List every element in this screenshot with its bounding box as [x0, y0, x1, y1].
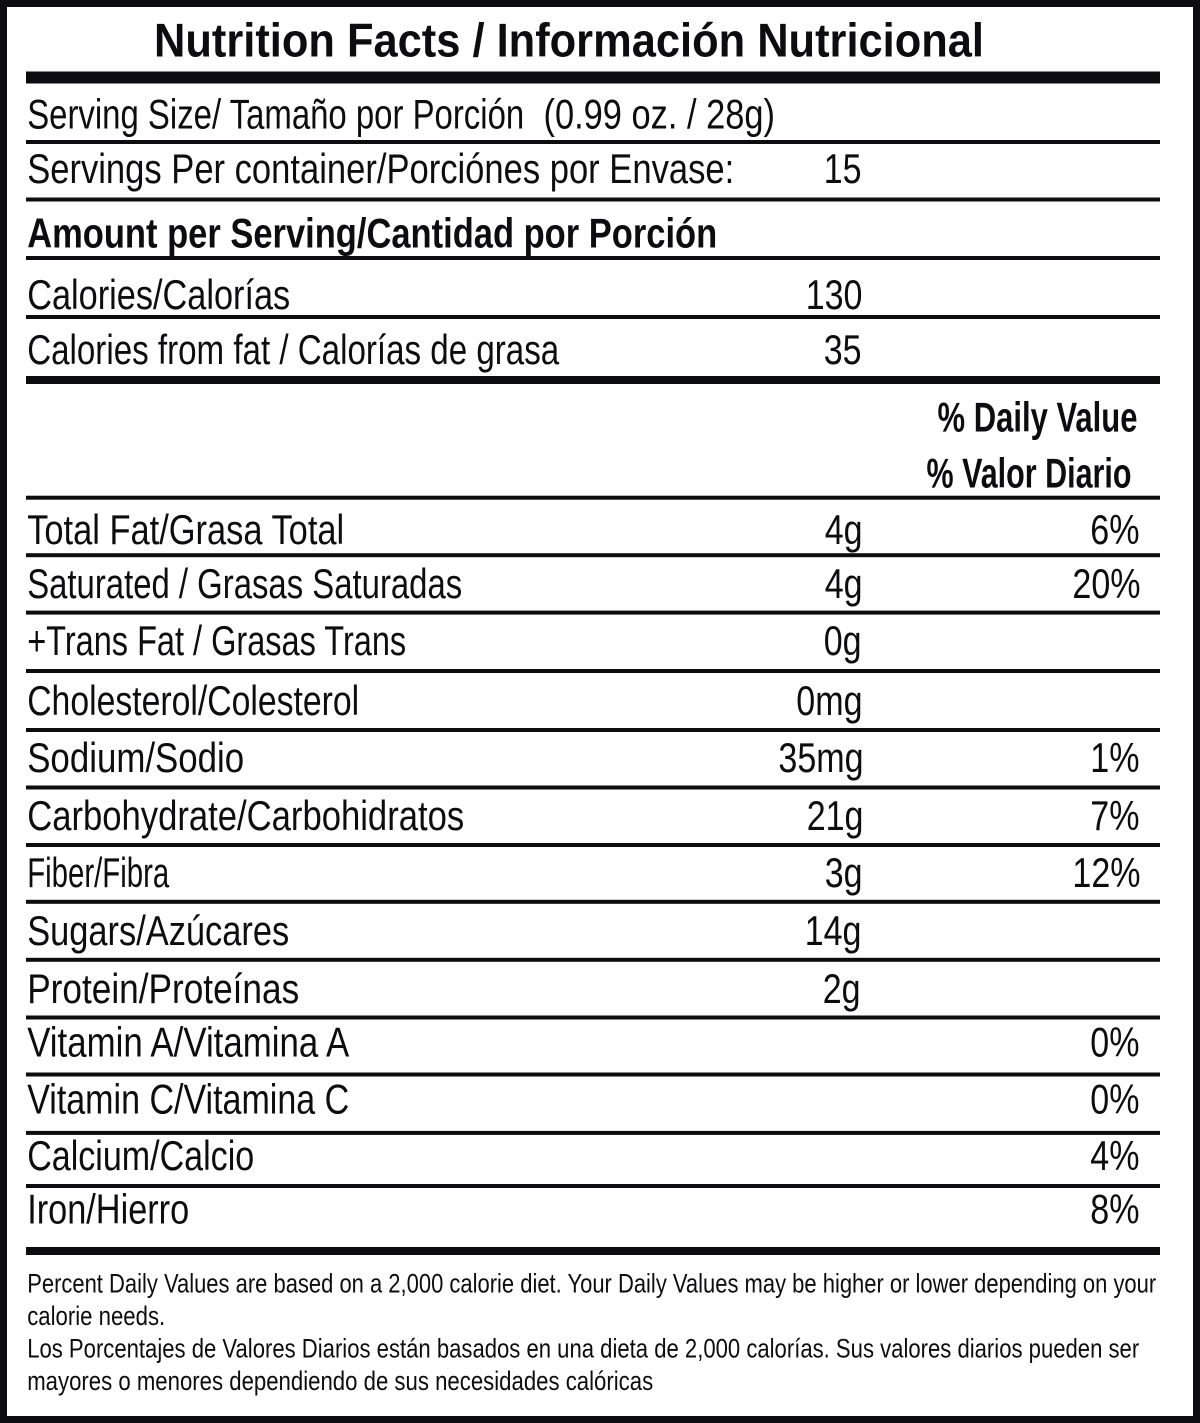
svg-text:calorie needs.: calorie needs.: [27, 1301, 165, 1331]
svg-text:4g: 4g: [825, 560, 863, 607]
svg-text:Calories/Calorías: Calories/Calorías: [27, 271, 290, 318]
svg-text:0mg: 0mg: [796, 677, 862, 724]
svg-text:Servings Per container/Porción: Servings Per container/Porciónes por Env…: [27, 145, 734, 192]
svg-text:Sugars/Azúcares: Sugars/Azúcares: [27, 907, 289, 954]
svg-text:Sodium/Sodio: Sodium/Sodio: [27, 734, 244, 781]
svg-text:Los Porcentajes de Valores Dia: Los Porcentajes de Valores Diarios están…: [27, 1334, 1139, 1364]
svg-text:Calcium/Calcio: Calcium/Calcio: [27, 1132, 254, 1179]
svg-text:12%: 12%: [1072, 849, 1140, 896]
svg-text:6%: 6%: [1090, 506, 1139, 553]
svg-text:130: 130: [806, 271, 863, 318]
svg-text:1%: 1%: [1090, 734, 1139, 781]
svg-text:4%: 4%: [1090, 1132, 1139, 1179]
svg-text:21g: 21g: [807, 792, 864, 839]
svg-text:Amount per Serving/Cantidad po: Amount per Serving/Cantidad por Porción: [27, 210, 717, 257]
svg-text:Protein/Proteínas: Protein/Proteínas: [27, 965, 299, 1012]
svg-text:Vitamin C/Vitamina C: Vitamin C/Vitamina C: [27, 1075, 349, 1122]
svg-text:4g: 4g: [825, 506, 863, 553]
svg-text:Carbohydrate/Carbohidratos: Carbohydrate/Carbohidratos: [27, 792, 464, 839]
svg-text:% Daily Value: % Daily Value: [938, 393, 1138, 440]
svg-text:Fiber/Fibra: Fiber/Fibra: [27, 849, 169, 896]
svg-text:Saturated / Grasas Saturadas: Saturated / Grasas Saturadas: [27, 560, 462, 607]
svg-text:Calories from fat / Calorías d: Calories from fat / Calorías de grasa: [27, 326, 560, 373]
svg-text:0%: 0%: [1090, 1075, 1139, 1122]
svg-text:% Valor Diario: % Valor Diario: [927, 450, 1132, 497]
svg-text:mayores o menores dependiendo: mayores o menores dependiendo de sus nec…: [27, 1366, 653, 1396]
svg-text:Serving Size/ Tamaño por Porci: Serving Size/ Tamaño por Porción: [27, 91, 524, 138]
svg-text:0%: 0%: [1090, 1019, 1139, 1066]
svg-text:7%: 7%: [1090, 792, 1139, 839]
svg-text:3g: 3g: [825, 849, 863, 896]
svg-text:0g: 0g: [824, 617, 862, 664]
svg-text:Cholesterol/Colesterol: Cholesterol/Colesterol: [27, 677, 359, 724]
svg-text:Vitamin A/Vitamina A: Vitamin A/Vitamina A: [27, 1019, 349, 1066]
svg-text:Nutrition Facts / Información: Nutrition Facts / Información Nutriciona…: [154, 14, 984, 67]
svg-text:35: 35: [824, 326, 862, 373]
svg-text:15: 15: [824, 145, 862, 192]
svg-text:Percent Daily Values are based: Percent Daily Values are based on a 2,00…: [27, 1269, 1156, 1299]
svg-text:(0.99 oz. / 28g): (0.99 oz. / 28g): [544, 91, 776, 138]
svg-text:2g: 2g: [823, 965, 861, 1012]
svg-text:8%: 8%: [1090, 1185, 1139, 1232]
svg-text:14g: 14g: [805, 907, 862, 954]
svg-text:+Trans Fat / Grasas Trans: +Trans Fat / Grasas Trans: [27, 617, 406, 664]
svg-text:Iron/Hierro: Iron/Hierro: [27, 1185, 189, 1232]
svg-text:Total Fat/Grasa Total: Total Fat/Grasa Total: [27, 506, 344, 553]
svg-text:20%: 20%: [1072, 560, 1140, 607]
svg-text:35mg: 35mg: [778, 734, 863, 781]
